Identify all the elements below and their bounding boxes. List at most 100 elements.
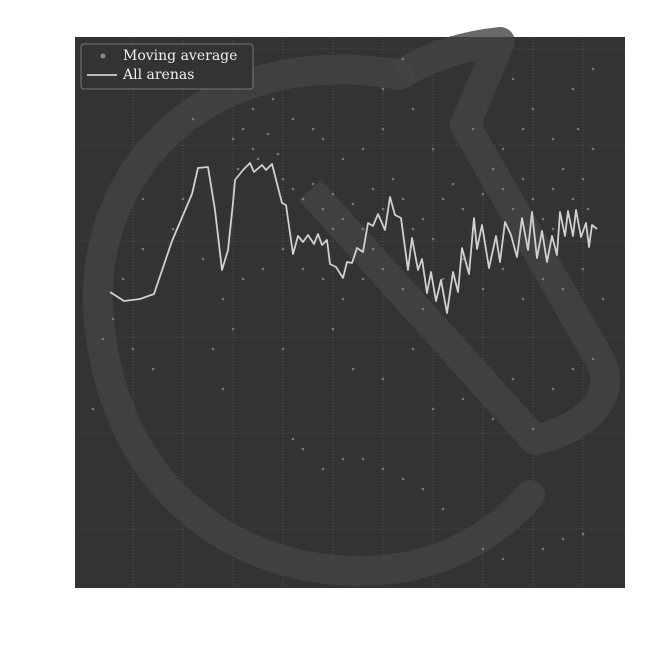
scatter-point — [111, 317, 115, 321]
x-tick-label: 350 — [420, 594, 447, 610]
scatter-point — [561, 167, 565, 171]
scatter-point — [381, 267, 385, 271]
x-tick-label: 200 — [270, 594, 297, 610]
scatter-point — [591, 147, 595, 151]
scatter-point — [371, 247, 375, 251]
x-tick-label: 50 — [124, 594, 142, 610]
scatter-point — [531, 427, 535, 431]
scatter-point — [581, 532, 585, 536]
scatter-point — [421, 217, 425, 221]
scatter-point — [241, 277, 245, 281]
scatter-point — [221, 387, 225, 391]
y-tick-label: 480 — [42, 41, 69, 57]
scatter-point — [491, 417, 495, 421]
scatter-point — [341, 457, 345, 461]
scatter-point — [401, 477, 405, 481]
scatter-point — [421, 487, 425, 491]
y-tick-label: 192 — [42, 329, 69, 345]
scatter-point — [591, 357, 595, 361]
scatter-point — [291, 187, 295, 191]
scatter-point — [461, 207, 465, 211]
scatter-point — [236, 167, 240, 171]
x-tick-label: 300 — [370, 594, 397, 610]
scatter-point — [481, 287, 485, 291]
scatter-point — [281, 247, 285, 251]
x-tick-label: 250 — [320, 594, 347, 610]
scatter-point — [481, 192, 485, 196]
scatter-point — [251, 107, 255, 111]
plot-area — [75, 37, 625, 588]
scatter-point — [141, 247, 145, 251]
marks — [91, 57, 605, 561]
scatter-point — [361, 457, 365, 461]
scatter-point — [421, 307, 425, 311]
scatter-point — [131, 347, 135, 351]
scatter-point — [431, 237, 435, 241]
scatter-point — [571, 87, 575, 91]
legend: Moving average All arenas — [80, 43, 254, 90]
scatter-point — [121, 277, 125, 281]
scatter-point — [411, 107, 415, 111]
scatter-point — [271, 97, 275, 101]
scatter-point — [381, 87, 385, 91]
scatter-point — [411, 347, 415, 351]
scatter-point — [401, 197, 405, 201]
scatter-point — [141, 197, 145, 201]
scatter-point — [591, 67, 595, 71]
scatter-point — [341, 157, 345, 161]
legend-marker — [100, 53, 106, 59]
y-tick-label: 288 — [42, 233, 69, 249]
scatter-point — [381, 127, 385, 131]
scatter-point — [371, 187, 375, 191]
scatter-point — [256, 157, 260, 161]
watermark — [82, 54, 545, 586]
scatter-point — [561, 537, 565, 541]
scatter-point — [431, 407, 435, 411]
scatter-point — [581, 177, 585, 181]
scatter-point — [441, 197, 445, 201]
scatter-point — [211, 347, 215, 351]
scatter-point — [551, 227, 555, 231]
x-tick-label: 400 — [470, 594, 497, 610]
scatter-point — [331, 227, 335, 231]
scatter-point — [521, 297, 525, 301]
scatter-point — [321, 467, 325, 471]
scatter-point — [361, 147, 365, 151]
grid: 50 100 150 200 250 300 350 400 450 500 0 96 192 288 38… — [42, 37, 625, 610]
scatter-point — [291, 117, 295, 121]
x-tick-label: 100 — [170, 594, 197, 610]
scatter-point — [331, 192, 335, 196]
scatter-point — [531, 107, 535, 111]
y-tick-label: 0 — [60, 521, 69, 537]
scatter-point — [501, 187, 505, 191]
scatter-point — [381, 467, 385, 471]
scatter-point — [511, 207, 515, 211]
scatter-point — [281, 347, 285, 351]
scatter-point — [551, 137, 555, 141]
scatter-point — [521, 177, 525, 181]
scatter-point — [181, 197, 185, 201]
scatter-point — [351, 202, 355, 206]
scatter-point — [541, 547, 545, 551]
watermark — [298, 27, 621, 455]
scatter-point — [491, 167, 495, 171]
scatter-point — [281, 177, 285, 181]
scatter-point — [471, 127, 475, 131]
scatter-point — [551, 187, 555, 191]
scatter-point — [431, 147, 435, 151]
x-tick-label: 150 — [220, 594, 247, 610]
scatter-point — [231, 327, 235, 331]
y-tick-label: 96 — [51, 425, 69, 441]
scatter-point — [331, 327, 335, 331]
scatter-point — [401, 287, 405, 291]
scatter-point — [231, 137, 235, 141]
scatter-point — [151, 367, 155, 371]
scatter-point — [541, 217, 545, 221]
scatter-point — [221, 297, 225, 301]
scatter-point — [461, 397, 465, 401]
scatter-point — [381, 207, 385, 211]
scatter-point — [441, 507, 445, 511]
scatter-point — [451, 182, 455, 186]
scatter-point — [401, 57, 405, 61]
